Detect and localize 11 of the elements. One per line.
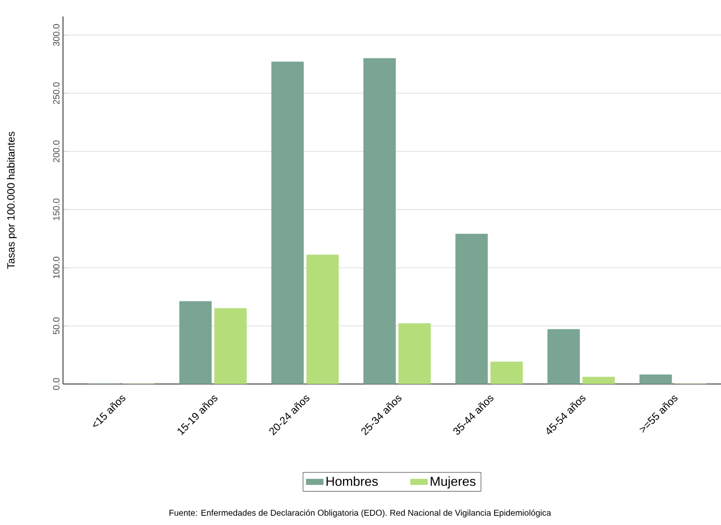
legend-label: Mujeres bbox=[430, 476, 476, 489]
y-tick-label: 100.0 bbox=[53, 256, 60, 278]
y-tick-label: 50.0 bbox=[53, 317, 60, 334]
y-tick-label: 250.0 bbox=[53, 82, 60, 104]
y-tick-label: 300.0 bbox=[53, 24, 60, 46]
source-note: Fuente: Enfermedades de Declaración Obligatoria (EDO). Red Nacional de Vigilancia Epidemiológica bbox=[170, 509, 552, 518]
y-tick-label: 150.0 bbox=[53, 198, 60, 220]
y-tick-label: 200.0 bbox=[53, 140, 60, 162]
y-tick-label: 0.0 bbox=[53, 378, 60, 390]
y-axis-title: Tasas por 100.000 habitantes bbox=[6, 132, 17, 269]
legend-label: Hombres bbox=[326, 476, 378, 486]
